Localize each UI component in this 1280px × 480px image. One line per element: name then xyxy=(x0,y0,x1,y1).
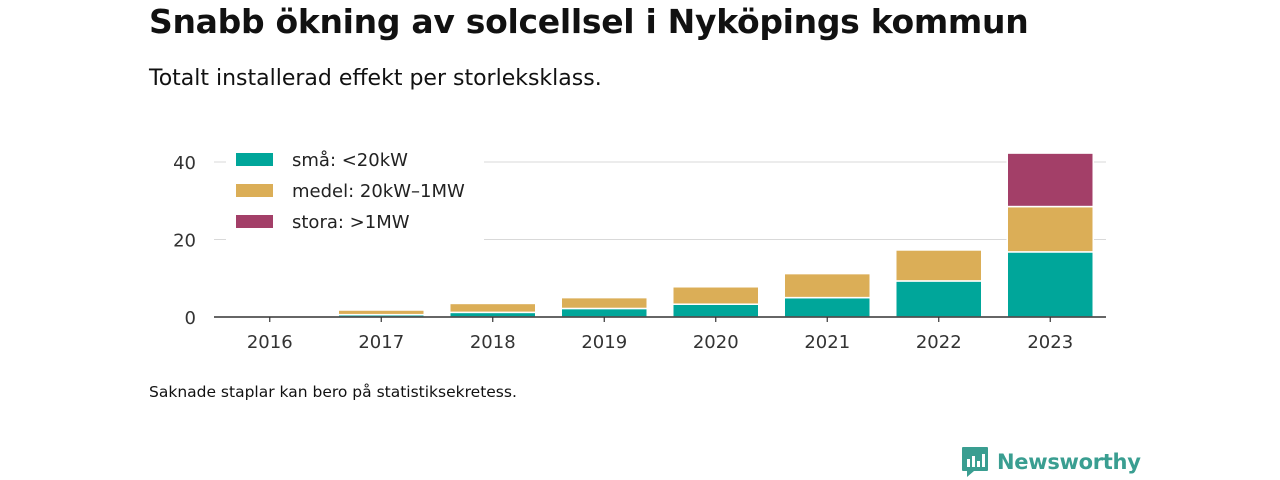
legend: små: <20kW medel: 20kW–1MW stora: >1MW xyxy=(226,144,484,240)
bar-2020-series-2 xyxy=(672,286,760,305)
legend-swatch xyxy=(236,153,273,166)
x-tick-label: 2018 xyxy=(470,332,516,353)
bar-2021-series-1 xyxy=(783,296,871,318)
bar-2021-series-2 xyxy=(783,272,871,299)
chart-title: Snabb ökning av solcellsel i Nyköpings k… xyxy=(149,2,1029,41)
y-tick-label: 0 xyxy=(185,308,196,329)
x-tick-label: 2021 xyxy=(804,332,850,353)
x-tick-label: 2016 xyxy=(247,332,293,353)
bar-2022-series-1 xyxy=(895,280,983,318)
bar-2017-series-2 xyxy=(337,309,425,316)
stacked-bar-chart: 0 20 40 2016 2017 2018 2019 2020 2021 2022 2023 sm… xyxy=(173,144,1106,353)
bar-2020-series-1 xyxy=(672,303,760,318)
legend-swatch xyxy=(236,184,273,197)
bar-2023-series-1 xyxy=(1006,251,1094,318)
legend-label: stora: >1MW xyxy=(292,212,410,233)
x-tick-label: 2017 xyxy=(358,332,404,353)
brand-logo[interactable]: Newsworthy xyxy=(961,446,1141,478)
bar-marks xyxy=(226,152,1094,318)
bar-2022-series-2 xyxy=(895,249,983,282)
footnote: Saknade staplar kan bero på statistiksek… xyxy=(149,383,517,401)
axes: 0 20 40 2016 2017 2018 2019 2020 2021 2022 2023 xyxy=(173,153,1106,353)
chart-subtitle: Totalt installerad effekt per storlekskl… xyxy=(149,66,602,91)
x-tick-label: 2023 xyxy=(1027,332,1073,353)
bar-2019-series-1 xyxy=(560,307,648,318)
legend-label: medel: 20kW–1MW xyxy=(292,181,465,202)
bar-2023-series-3 xyxy=(1006,152,1094,208)
bar-2018-series-2 xyxy=(449,302,537,314)
brand-name: Newsworthy xyxy=(997,450,1141,474)
x-tick-label: 2019 xyxy=(581,332,627,353)
x-tick-label: 2022 xyxy=(916,332,962,353)
bar-2019-series-2 xyxy=(560,296,648,310)
bar-2023-series-2 xyxy=(1006,205,1094,253)
y-tick-label: 40 xyxy=(173,153,196,174)
y-tick-label: 20 xyxy=(173,231,196,252)
x-tick-label: 2020 xyxy=(693,332,739,353)
legend-label: små: <20kW xyxy=(292,150,408,171)
legend-swatch xyxy=(236,215,273,228)
newsworthy-logo-icon xyxy=(962,447,988,477)
